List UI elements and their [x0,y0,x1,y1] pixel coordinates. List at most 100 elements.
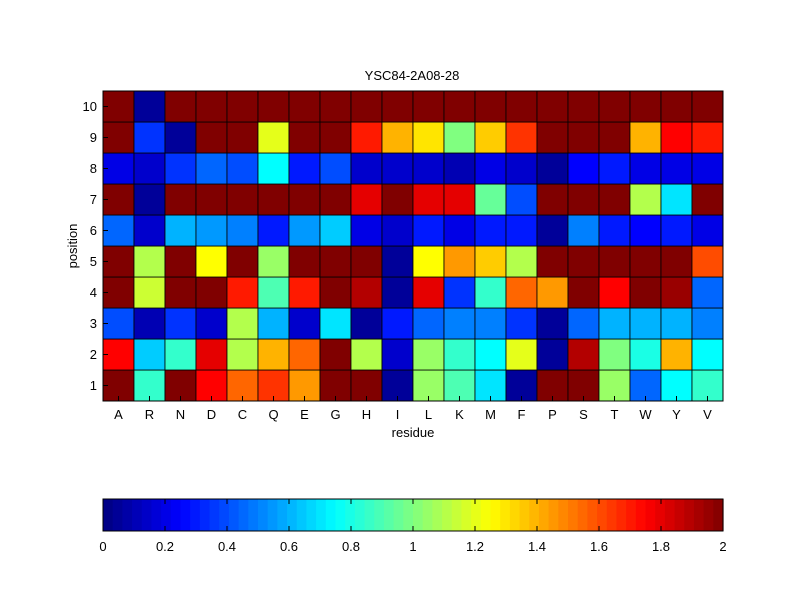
colorbar-step [635,499,647,531]
heatmap-cell [443,152,476,185]
colorbar-step [258,499,269,531]
heatmap-cell [443,276,476,309]
colorbar-step [519,499,530,531]
colorbar-step [277,499,288,531]
heatmap-cell [629,276,662,309]
heatmap-cell [443,245,476,278]
x-tick-label: L [425,407,432,422]
heatmap-cell [381,90,414,123]
x-tick-label: T [611,407,619,422]
heatmap-cell [598,338,631,371]
heatmap-cell [567,338,600,371]
heatmap-cell [629,338,662,371]
heatmap-cell [226,121,259,154]
heatmap-cell [629,90,662,123]
colorbar-step [480,499,492,531]
heatmap-cell [257,338,290,371]
heatmap-cell [505,90,538,123]
heatmap-cell [319,307,352,340]
heatmap-cell [691,369,724,402]
colorbar-tick-label: 1.8 [652,539,670,554]
heatmap-cell [257,90,290,123]
colorbar-step [180,499,191,531]
heatmap-cell [350,183,383,216]
x-tick-label: C [238,407,247,422]
heatmap-cell [164,338,197,371]
heatmap-cell [505,183,538,216]
heatmap-cell [629,307,662,340]
colorbar-step [238,499,249,531]
colorbar-tick-label: 2 [719,539,726,554]
heatmap-cell [474,245,507,278]
heatmap-cell [567,121,600,154]
heatmap-cells [102,90,724,402]
heatmap-cell [195,307,228,340]
heatmap-cell [536,121,569,154]
x-tick-label: S [579,407,588,422]
heatmap-cell [164,90,197,123]
y-tick-label: 1 [90,378,97,393]
colorbar-tick-label: 1 [409,539,416,554]
colorbar-step [432,499,443,531]
colorbar-step [209,499,220,531]
y-tick-label: 2 [90,347,97,362]
x-tick-label: M [485,407,496,422]
colorbar-step [713,499,724,531]
heatmap-cell [660,369,693,402]
heatmap-cell [474,152,507,185]
heatmap-cell [474,183,507,216]
x-tick-label: Y [672,407,681,422]
colorbar-tick-label: 1.6 [590,539,608,554]
heatmap-cell [691,121,724,154]
heatmap-cell [536,307,569,340]
heatmap-cell [319,183,352,216]
colorbar-step [383,499,395,531]
heatmap-cell [350,214,383,247]
heatmap-cell [691,152,724,185]
heatmap-cell [133,245,166,278]
heatmap-cell [257,152,290,185]
y-axis-label: position [65,224,80,269]
heatmap-cell [381,214,414,247]
heatmap-cell [567,90,600,123]
colorbar-step [606,499,618,531]
colorbar-step [645,499,656,531]
heatmap-cell [195,152,228,185]
x-tick-label: H [362,407,371,422]
heatmap-cell [164,276,197,309]
colorbar-step [616,499,627,531]
heatmap-cell [381,183,414,216]
colorbar-step [558,499,569,531]
heatmap-cell [257,307,290,340]
x-tick-label: I [396,407,400,422]
heatmap-cell [133,338,166,371]
heatmap-cell [319,369,352,402]
heatmap-cell [567,369,600,402]
heatmap-cell [567,152,600,185]
heatmap-cell [319,245,352,278]
colorbar-tick-label: 1.4 [528,539,546,554]
heatmap-cell [443,338,476,371]
colorbar-step [219,499,230,531]
heatmap-cell [288,214,321,247]
heatmap-cell [133,369,166,402]
heatmap-cell [691,338,724,371]
heatmap-cell [660,183,693,216]
colorbar-step [103,499,114,531]
heatmap-cell [257,276,290,309]
colorbar-step [509,499,521,531]
x-tick-label: R [145,407,154,422]
y-tick-label: 4 [90,285,97,300]
heatmap-cell [381,245,414,278]
colorbar-step [693,499,705,531]
chart-title: YSC84-2A08-28 [365,68,460,83]
colorbar-step [364,499,375,531]
colorbar-step [112,499,123,531]
colorbar-step [548,499,559,531]
heatmap-cell [629,152,662,185]
heatmap-cell [102,276,135,309]
heatmap-cell [226,307,259,340]
heatmap-cell [195,90,228,123]
colorbar-step [413,499,424,531]
